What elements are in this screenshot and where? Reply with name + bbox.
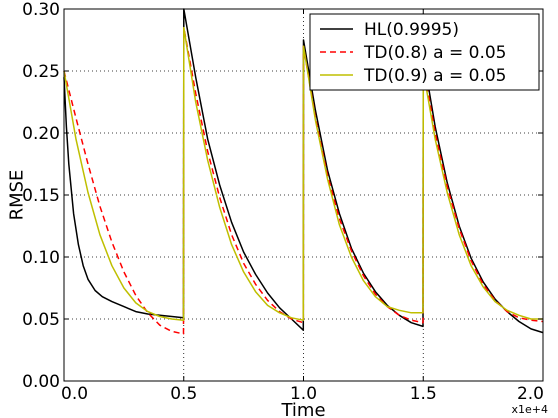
x-tick-label: 0.0 xyxy=(61,384,88,404)
legend-label-1: HL(0.9995) xyxy=(364,20,459,40)
y-tick-label: 0.25 xyxy=(22,62,60,82)
y-tick-label: 0.05 xyxy=(22,310,60,330)
x-tick-label: 2.0 xyxy=(517,384,544,404)
series-line-3 xyxy=(63,26,543,321)
x-axis-label: Time xyxy=(280,400,325,418)
legend: HL(0.9995) TD(0.8) a = 0.05 TD(0.9) a = 0.… xyxy=(309,13,540,91)
legend-box xyxy=(309,13,540,91)
axis-ticks: 0.00 0.05 0.10 0.15 0.20 0.25 0.30 0.0 0.5 1.0 1.5… xyxy=(22,0,544,404)
x-axis-offset-label: x1e+4 xyxy=(512,403,549,416)
y-tick-label: 0.20 xyxy=(22,124,60,144)
y-tick-label: 0.30 xyxy=(22,0,60,20)
legend-label-3: TD(0.9) a = 0.05 xyxy=(363,66,507,86)
y-tick-label: 0.10 xyxy=(22,248,60,268)
series-line-1 xyxy=(63,8,544,334)
series-lines xyxy=(63,8,544,335)
x-tick-label: 0.5 xyxy=(170,384,197,404)
y-tick-label: 0.00 xyxy=(22,372,60,392)
x-tick-label: 1.0 xyxy=(290,384,317,404)
y-tick-label: 0.15 xyxy=(22,186,60,206)
y-axis-label: RMSE xyxy=(6,170,27,221)
legend-label-2: TD(0.8) a = 0.05 xyxy=(363,43,507,63)
x-tick-label: 1.5 xyxy=(410,384,437,404)
